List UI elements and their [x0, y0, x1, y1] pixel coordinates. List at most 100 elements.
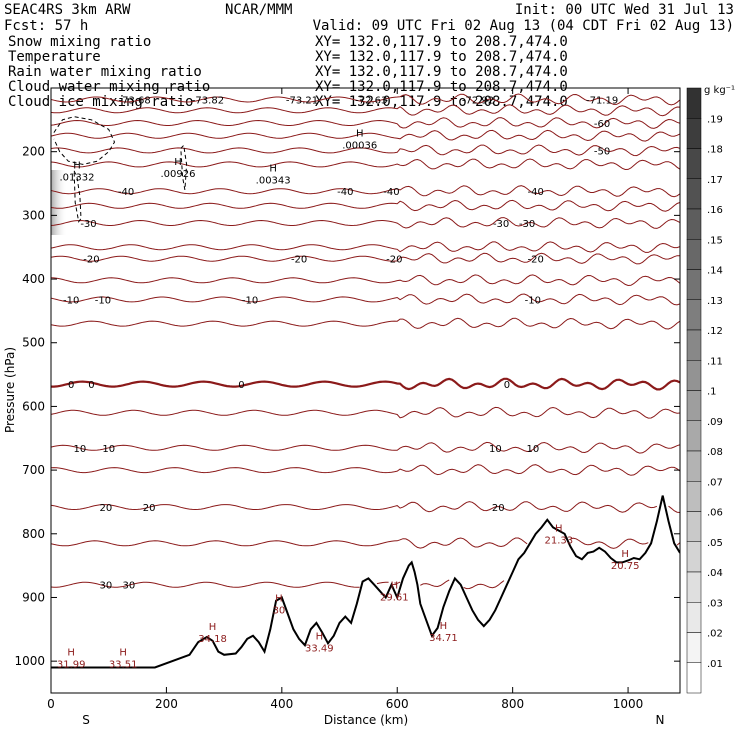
isotherm-label: -10 [525, 295, 541, 306]
isotherm-label: 20 [143, 503, 156, 514]
isotherm-label: -73.82 [192, 95, 224, 106]
colorbar-swatch [686, 450, 702, 482]
colorbar-label: .09 [707, 417, 723, 428]
colorbar-swatch [686, 602, 702, 633]
field-xy-temperature: XY= 132.0,117.9 to 208.7,474.0 [315, 49, 568, 65]
y-tick-label: 300 [22, 208, 45, 222]
colorbar-swatch [686, 360, 702, 391]
y-tick-label: 900 [22, 590, 45, 604]
x-tick-label: 200 [155, 697, 178, 711]
x-tick-label: 800 [501, 697, 524, 711]
colorbar-swatch [686, 390, 702, 421]
isotherm-label: -30 [80, 219, 96, 230]
ice-high-value: .00343 [256, 176, 291, 187]
colorbar-swatch [686, 148, 702, 179]
isotherm-line [51, 104, 680, 117]
colorbar-swatch [686, 329, 702, 361]
isotherm-label: -10 [63, 295, 79, 306]
plot-frame [50, 87, 681, 694]
isotherm-label: -20 [528, 255, 544, 266]
colorbar-label: .02 [707, 629, 723, 640]
colorbar-label: .04 [707, 568, 723, 579]
colorbar-label: .07 [707, 477, 723, 488]
isotherm-label: 20 [99, 503, 112, 514]
temp-high-value: 33.51 [109, 660, 138, 671]
colorbar-label: .17 [707, 175, 723, 186]
temp-high-marker: H [67, 648, 75, 659]
ice-high-marker: H [73, 160, 81, 171]
isotherm-label: -71.19 [586, 95, 618, 106]
isotherm-line [51, 117, 680, 129]
isotherm-label: -50 [594, 146, 610, 157]
colorbar-label: .14 [707, 266, 723, 277]
isotherm-label: -40 [528, 187, 544, 198]
temp-high-marker: H [275, 593, 283, 604]
temp-high-marker: H [391, 581, 399, 592]
isotherm-line [51, 537, 680, 549]
isotherm-label: 10 [102, 444, 115, 455]
field-name-temperature: Temperature [8, 49, 101, 65]
colorbar-swatch [686, 662, 702, 694]
isotherm-label: 0 [504, 380, 510, 391]
terrain-line [51, 495, 680, 669]
x-axis-label: Distance (km) [324, 713, 408, 727]
colorbar-swatch [686, 299, 702, 331]
isotherm-label: -73.68 [119, 95, 151, 106]
field-xy-snow: XY= 132.0,117.9 to 208.7,474.0 [315, 34, 568, 50]
y-tick-label: 700 [22, 463, 45, 477]
isotherm-label: 30 [123, 581, 136, 592]
cloud-ice-contour [53, 116, 116, 165]
y-tick-label: 400 [22, 272, 45, 286]
isotherm-line [51, 158, 680, 171]
end-label: N [656, 713, 665, 727]
cloud-ice-contour [73, 170, 82, 223]
ice-high-value: .00036 [342, 141, 377, 152]
isotherm-label: -72.63 [355, 95, 387, 106]
isotherm-line [51, 93, 680, 106]
colorbar-label: .13 [707, 296, 723, 307]
isotherm-label: 0 [68, 380, 74, 391]
isotherm-label: -40 [337, 187, 353, 198]
temp-high-value: 34.71 [429, 633, 458, 644]
isotherm-label: -20 [83, 255, 99, 266]
temp-high-marker: H [440, 621, 448, 632]
colorbar-swatch [686, 87, 702, 119]
contour-labels: -73.68 -73.82 -73.21 -72.63 -72.92 -71.19 -60 -… [57, 95, 640, 670]
field-legend: Snow mixing ratio XY= 132.0,117.9 to 208… [8, 34, 568, 110]
isotherm-label: -40 [118, 187, 134, 198]
isotherm-label: -30 [519, 219, 535, 230]
colorbar-label: .15 [707, 235, 723, 246]
colorbar-label: .03 [707, 598, 723, 609]
colorbar-swatch [686, 239, 702, 270]
isotherm-line [51, 129, 680, 142]
plot-area: -73.68 -73.82 -73.21 -72.63 -72.92 -71.19 -60 -… [51, 93, 680, 671]
colorbar-swatch [686, 481, 702, 512]
field-xy-cloud-ice: XY= 132.0,117.9 to 208.7,474.0 [315, 94, 568, 110]
temp-high-value: 31.99 [57, 660, 86, 671]
ice-high-value: .01332 [59, 172, 94, 183]
ice-high-marker: H [356, 129, 364, 140]
isotherm-line [51, 185, 680, 198]
isotherm-line [51, 144, 680, 157]
isotherm-line [51, 579, 505, 590]
colorbar-swatch [686, 511, 702, 542]
ice-high-value: .00926 [160, 169, 195, 180]
temp-high-value: 34.18 [198, 634, 227, 645]
colorbar-label: .06 [707, 508, 723, 519]
isotherm-line [51, 274, 680, 287]
field-xy-cloud-water: XY= 132.0,117.9 to 208.7,474.0 [315, 79, 568, 95]
isotherm-line [51, 377, 680, 391]
y-axis-label: Pressure (hPa) [3, 347, 17, 433]
terrain-layer [51, 495, 680, 669]
isotherm-label: -10 [242, 295, 258, 306]
isotherm-label: -30 [493, 219, 509, 230]
isotherm-line [51, 252, 680, 265]
x-tick-label: 400 [270, 697, 293, 711]
init-time: Init: 00 UTC Wed 31 Jul 13 [515, 2, 734, 18]
temp-high-value: 33.49 [305, 644, 334, 655]
field-name-rain: Rain water mixing ratio [8, 64, 202, 80]
forecast-hour: Fcst: 57 h [4, 18, 88, 34]
colorbar-label: .08 [707, 447, 723, 458]
isotherm-line [51, 241, 680, 253]
